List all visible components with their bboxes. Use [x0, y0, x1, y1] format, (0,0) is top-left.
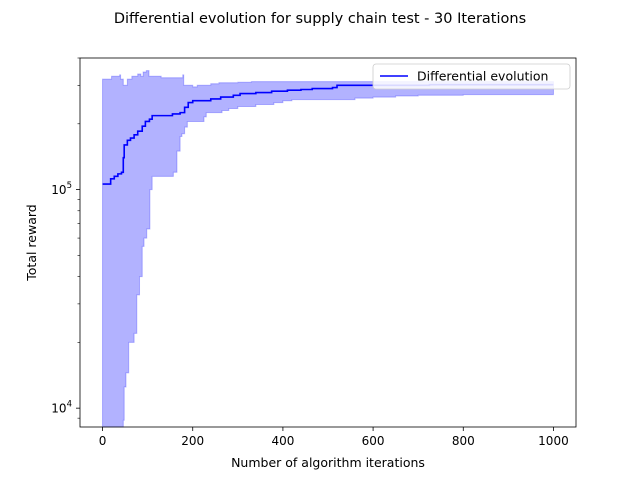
legend: Differential evolution — [372, 63, 571, 90]
plot-area — [79, 57, 577, 428]
legend-box — [372, 63, 571, 90]
chart-title: Differential evolution for supply chain … — [114, 11, 526, 27]
legend-entry-label: Differential evolution — [417, 69, 548, 84]
y-tick-label: 105 — [51, 181, 72, 197]
x-tick-label: 600 — [362, 434, 385, 448]
x-tick-label: 400 — [271, 434, 294, 448]
series-line-0 — [102, 83, 554, 185]
x-axis-label: Number of algorithm iterations — [231, 455, 425, 470]
x-tick-label: 800 — [452, 434, 475, 448]
band-layer — [102, 70, 554, 428]
plot-frame — [79, 57, 577, 428]
x-tick-label: 0 — [99, 434, 107, 448]
y-axis-label: Total reward — [24, 204, 39, 281]
x-tick-label: 200 — [181, 434, 204, 448]
y-tick-label: 104 — [51, 400, 72, 416]
x-tick-label: 1000 — [538, 434, 569, 448]
y-axis: 104 105 — [51, 57, 80, 419]
x-axis: 0 200 400 600 800 1000 — [99, 427, 569, 448]
series-layer — [102, 83, 554, 185]
plot-background — [80, 58, 576, 427]
confidence-band — [102, 70, 554, 428]
